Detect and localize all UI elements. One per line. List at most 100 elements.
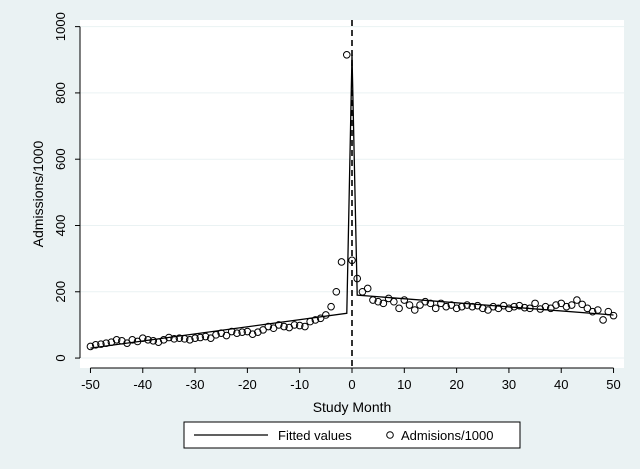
data-point bbox=[175, 334, 184, 342]
y-tick-label: 200 bbox=[53, 281, 68, 303]
y-tick-label: 0 bbox=[53, 354, 68, 361]
data-point bbox=[133, 337, 142, 346]
x-tick-label: 30 bbox=[502, 377, 516, 392]
data-point bbox=[437, 299, 445, 308]
data-point bbox=[316, 314, 325, 323]
data-point bbox=[348, 256, 356, 265]
data-point bbox=[395, 304, 403, 313]
data-point bbox=[91, 341, 100, 349]
data-point bbox=[86, 342, 95, 351]
data-point bbox=[264, 322, 273, 331]
data-point bbox=[165, 333, 173, 342]
data-point bbox=[526, 304, 534, 313]
data-point bbox=[452, 304, 461, 313]
data-point bbox=[180, 335, 189, 343]
data-point bbox=[379, 299, 388, 308]
y-tick-label: 600 bbox=[53, 148, 68, 170]
data-point bbox=[301, 322, 309, 331]
data-point bbox=[426, 299, 435, 308]
data-point bbox=[583, 304, 592, 313]
data-point bbox=[196, 333, 205, 342]
data-point bbox=[599, 316, 607, 324]
data-point bbox=[390, 297, 398, 306]
data-point bbox=[233, 329, 241, 338]
data-point bbox=[484, 306, 492, 314]
data-point bbox=[573, 296, 581, 304]
data-point bbox=[342, 51, 351, 59]
data-point bbox=[322, 311, 330, 319]
data-point bbox=[463, 301, 471, 309]
data-point bbox=[248, 330, 257, 338]
data-point bbox=[510, 302, 518, 311]
legend: Fitted values Admisions/1000 bbox=[183, 421, 521, 449]
data-point bbox=[562, 302, 571, 311]
data-point bbox=[520, 303, 529, 312]
legend-label-admissions: Admisions/1000 bbox=[401, 428, 494, 443]
data-point bbox=[327, 302, 335, 311]
data-point bbox=[578, 300, 586, 309]
data-point bbox=[405, 301, 414, 309]
data-point bbox=[112, 336, 121, 344]
axis-layer: 0 200 400 600 800 1000 -50 -40 -30 -20 -10 0 10 20 30 4… bbox=[53, 12, 621, 392]
data-point bbox=[567, 301, 576, 309]
legend-swatch-admissions bbox=[386, 431, 394, 439]
x-tick-label: -20 bbox=[238, 377, 257, 392]
data-point bbox=[123, 339, 131, 347]
data-point bbox=[206, 334, 215, 342]
y-axis-title: Admissions/1000 bbox=[30, 140, 46, 247]
x-tick-label: 0 bbox=[348, 377, 355, 392]
data-point bbox=[212, 331, 220, 339]
data-point bbox=[604, 307, 613, 316]
data-layer bbox=[86, 20, 618, 368]
data-point bbox=[478, 304, 487, 313]
data-point bbox=[552, 301, 560, 309]
data-point bbox=[363, 284, 372, 293]
data-point bbox=[280, 322, 288, 331]
data-point bbox=[431, 304, 440, 313]
data-point bbox=[541, 302, 550, 311]
x-tick-label: 40 bbox=[554, 377, 568, 392]
x-tick-label: -40 bbox=[133, 377, 152, 392]
data-point bbox=[458, 302, 466, 311]
data-point bbox=[353, 274, 362, 283]
data-point bbox=[306, 317, 314, 326]
data-point bbox=[416, 301, 424, 309]
y-tick-label: 1000 bbox=[53, 12, 68, 41]
data-point bbox=[489, 302, 498, 311]
data-point bbox=[138, 334, 147, 342]
x-tick-label: -30 bbox=[186, 377, 205, 392]
x-tick-label: 20 bbox=[449, 377, 463, 392]
x-axis-title: Study Month bbox=[313, 399, 392, 415]
data-point bbox=[290, 321, 299, 329]
data-point bbox=[186, 336, 194, 344]
data-point bbox=[332, 287, 341, 296]
data-point bbox=[274, 321, 283, 329]
data-point bbox=[128, 336, 137, 344]
data-point bbox=[170, 335, 178, 343]
y-tick-label: 400 bbox=[53, 215, 68, 237]
fitted-values-line bbox=[90, 54, 614, 349]
data-point bbox=[259, 326, 267, 334]
data-point bbox=[222, 331, 231, 340]
data-point bbox=[201, 332, 210, 341]
data-point bbox=[400, 296, 409, 304]
data-point bbox=[97, 340, 105, 348]
data-point bbox=[269, 324, 278, 333]
data-point bbox=[442, 302, 450, 311]
data-point bbox=[295, 321, 304, 330]
data-point bbox=[337, 258, 346, 266]
data-point bbox=[505, 304, 513, 313]
data-point bbox=[227, 327, 236, 336]
data-point bbox=[546, 304, 555, 313]
data-point bbox=[588, 307, 597, 316]
y-tick-label: 800 bbox=[53, 82, 68, 104]
x-tick-label: -50 bbox=[81, 377, 100, 392]
x-tick-label: 10 bbox=[397, 377, 411, 392]
data-point bbox=[447, 301, 456, 309]
data-point bbox=[557, 299, 566, 308]
data-point bbox=[410, 306, 419, 314]
data-point bbox=[468, 302, 477, 311]
x-tick-label: -10 bbox=[290, 377, 309, 392]
